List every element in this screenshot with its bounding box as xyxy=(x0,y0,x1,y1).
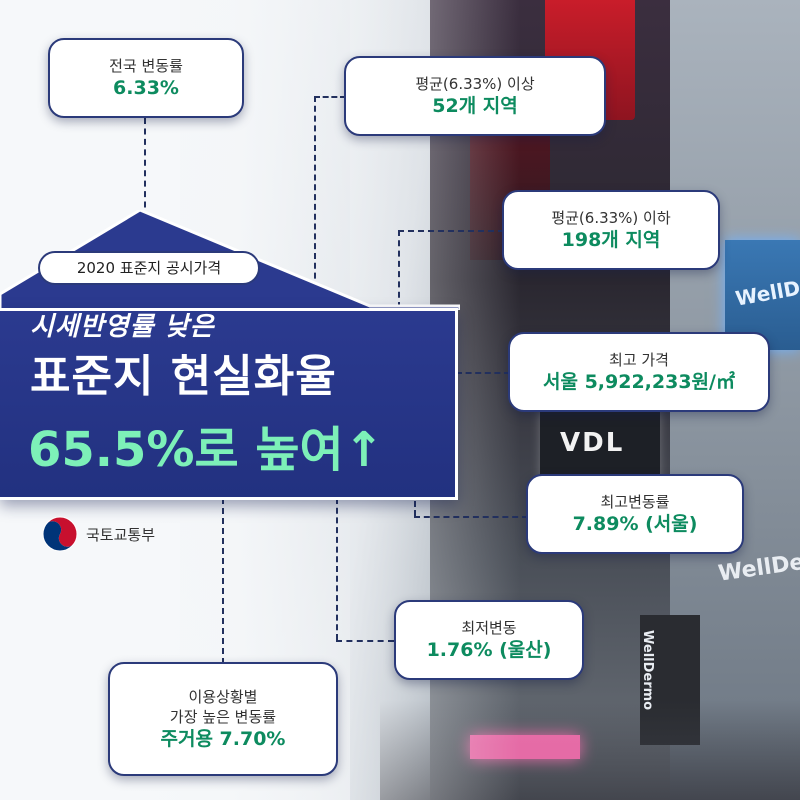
callout-value: 주거용 7.70% xyxy=(160,727,286,750)
title-line-3: 65.5%로 높여↑ xyxy=(28,422,384,478)
callout-national-rate: 전국 변동률 6.33% xyxy=(48,38,244,118)
callout-lowest-rate: 최저변동 1.76% (울산) xyxy=(394,600,584,680)
callout-top-price: 최고 가격 서울 5,922,233원/㎡ xyxy=(508,332,770,412)
callout-value: 6.33% xyxy=(113,76,179,99)
connector-line xyxy=(414,492,416,516)
callout-below-average: 평균(6.33%) 이하 198개 지역 xyxy=(502,190,720,270)
taegeuk-emblem-icon xyxy=(42,516,78,552)
callout-value: 52개 지역 xyxy=(432,94,518,117)
background-sign-text: WellDermo xyxy=(640,630,655,711)
connector-line xyxy=(314,96,316,308)
ministry-logo: 국토교통부 xyxy=(42,516,155,552)
title-line-2: 표준지 현실화율 xyxy=(30,351,337,402)
callout-label: 평균(6.33%) 이상 xyxy=(415,74,535,93)
callout-above-average: 평균(6.33%) 이상 52개 지역 xyxy=(344,56,606,136)
connector-line xyxy=(398,230,504,232)
title-line-1: 시세반영률 낮은 xyxy=(30,312,215,342)
connector-line xyxy=(456,372,510,374)
callout-label: 최고변동률 xyxy=(600,492,670,511)
background-sign-text: VDL xyxy=(560,428,625,458)
callout-label: 최저변동 xyxy=(461,618,517,637)
callout-value: 7.89% (서울) xyxy=(572,512,698,535)
callout-label: 최고 가격 xyxy=(609,350,669,369)
connector-line xyxy=(222,498,224,664)
title-panel xyxy=(0,308,458,500)
callout-label: 평균(6.33%) 이하 xyxy=(551,208,671,227)
callout-label: 가장 높은 변동률 xyxy=(169,707,277,726)
ministry-name: 국토교통부 xyxy=(86,525,156,544)
connector-line xyxy=(336,498,338,640)
connector-line xyxy=(398,230,400,308)
connector-line xyxy=(144,118,146,218)
connector-line xyxy=(414,516,528,518)
title-tag: 2020 표준지 공시가격 xyxy=(38,251,260,285)
background-blue-sign xyxy=(725,240,800,350)
callout-value: 서울 5,922,233원/㎡ xyxy=(543,370,735,393)
callout-label: 이용상황별 xyxy=(188,687,258,706)
connector-line xyxy=(314,96,346,98)
callout-top-rate: 최고변동률 7.89% (서울) xyxy=(526,474,744,554)
connector-line xyxy=(336,640,394,642)
callout-value: 198개 지역 xyxy=(561,228,661,251)
callout-value: 1.76% (울산) xyxy=(426,638,552,661)
callout-usage-rate: 이용상황별 가장 높은 변동률 주거용 7.70% xyxy=(108,662,338,776)
callout-label: 전국 변동률 xyxy=(109,56,183,75)
